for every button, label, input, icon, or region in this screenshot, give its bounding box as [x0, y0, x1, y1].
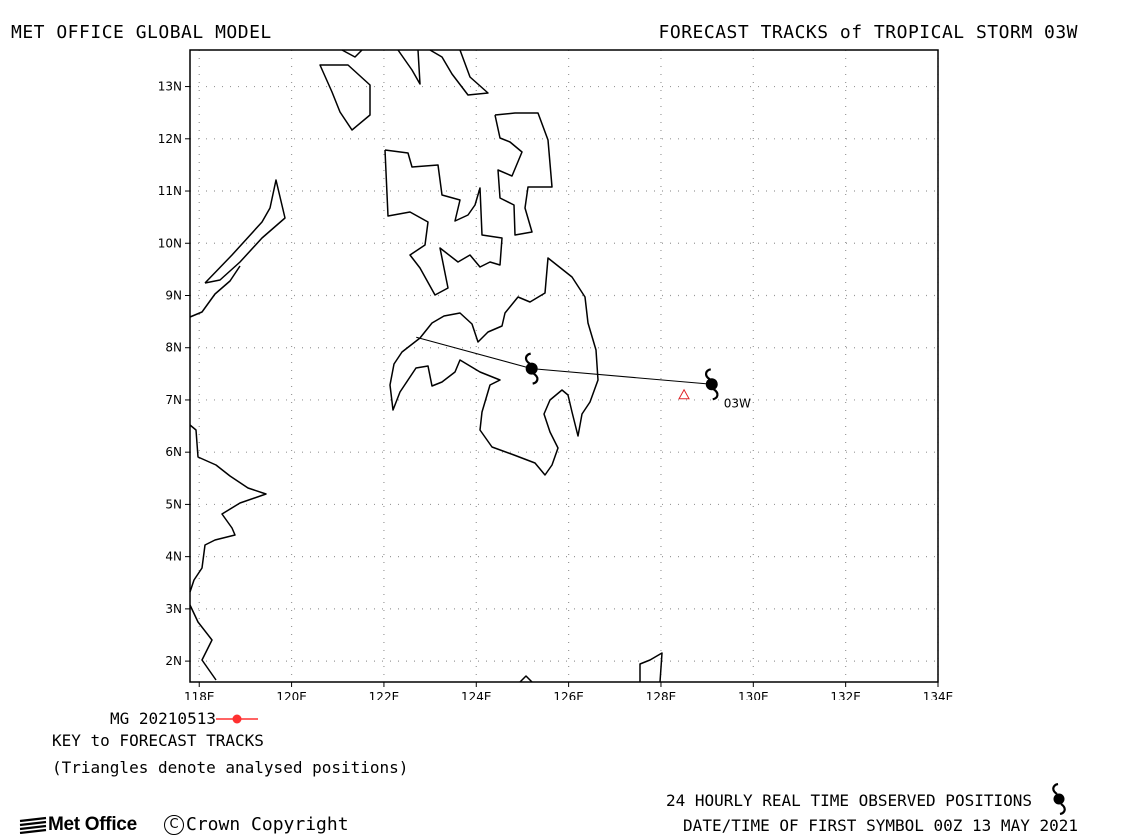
tick-label-lon: 132E — [830, 690, 861, 700]
tick-label-lon: 118E — [184, 690, 215, 700]
tick-label-lat: 4N — [165, 550, 182, 564]
copyright-text: Crown Copyright — [186, 814, 349, 835]
key-title: KEY to FORECAST TRACKS — [52, 731, 264, 750]
coastline-segment — [189, 424, 267, 593]
met-office-logo-icon — [19, 816, 47, 834]
tick-label-lat: 8N — [165, 341, 182, 355]
forecast-track-map: 03W 118E 120E 122E 124E 126E 128E 130E 132E 134E… — [158, 49, 953, 700]
coastline-segment — [341, 49, 363, 58]
key-line-sample — [216, 714, 258, 724]
met-office-logo: Met Office — [18, 814, 137, 836]
key-note: (Triangles denote analysed positions) — [52, 758, 409, 777]
tick-label-lon: 122E — [369, 690, 400, 700]
coastline-segment — [429, 49, 489, 96]
tick-label-lat: 13N — [158, 80, 182, 94]
key-marker-icon — [232, 714, 242, 724]
copyright-symbol: C — [164, 815, 184, 835]
tick-label-lat: 10N — [158, 236, 182, 250]
coastline-segment — [189, 604, 217, 681]
coastline-segment — [494, 112, 553, 236]
header-left-title: MET OFFICE GLOBAL MODEL — [11, 22, 272, 43]
map-grid — [190, 50, 939, 682]
map-frame — [189, 49, 939, 683]
header-right-title: FORECAST TRACKS of TROPICAL STORM 03W — [658, 22, 1078, 43]
first-symbol-datetime: DATE/TIME OF FIRST SYMBOL 00Z 13 MAY 202… — [683, 816, 1078, 835]
coastline-segment — [384, 149, 503, 296]
coastline-segment — [389, 257, 599, 476]
tick-label-lon: 126E — [553, 690, 584, 700]
coastline-segment — [639, 652, 663, 683]
tick-label-lat: 12N — [158, 132, 182, 146]
tick-label-lat: 7N — [165, 393, 182, 407]
key-run-label: MG 20210513 — [110, 709, 216, 728]
longitude-ticks: 118E 120E 122E 124E 126E 128E 130E 132E 134E — [184, 682, 953, 700]
tick-label-lon: 130E — [738, 690, 769, 700]
tick-label-lon: 120E — [276, 690, 307, 700]
tick-label-lat: 2N — [165, 654, 182, 668]
copyright: C Crown Copyright — [164, 814, 349, 835]
coastline-segment — [397, 49, 421, 85]
tropical-storm-icon — [705, 368, 719, 401]
analysed-position-marker — [678, 388, 690, 400]
coastline-segment — [204, 179, 286, 284]
coastlines — [189, 49, 663, 683]
tick-label-lat: 3N — [165, 602, 182, 616]
coastline-segment — [519, 675, 533, 683]
tick-label-lon: 128E — [646, 690, 677, 700]
logo-text: Met Office — [48, 814, 137, 835]
tropical-storm-icon — [524, 352, 539, 385]
tropical-storm-icon — [1052, 783, 1066, 815]
latitude-ticks: 2N 3N 4N 5N 6N 7N 8N 9N 10N 11N 12N 13N — [158, 80, 190, 668]
tick-label-lon: 134E — [923, 690, 954, 700]
coastline-segment — [319, 64, 371, 131]
storm-id-label: 03W — [724, 396, 751, 410]
track-marks — [524, 352, 719, 401]
tick-label-lat: 5N — [165, 497, 182, 511]
tick-label-lat: 9N — [165, 288, 182, 302]
observed-positions-label: 24 HOURLY REAL TIME OBSERVED POSITIONS — [665, 791, 1032, 810]
coastline-segment — [189, 265, 241, 318]
tick-label-lat: 6N — [165, 445, 182, 459]
tick-label-lon: 124E — [461, 690, 492, 700]
tick-label-lat: 11N — [158, 184, 182, 198]
